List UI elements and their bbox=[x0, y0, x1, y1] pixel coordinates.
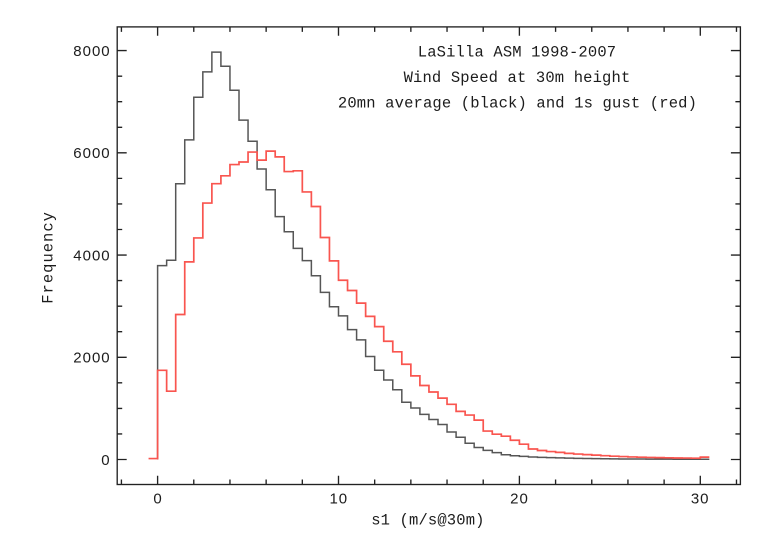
svg-text:4000: 4000 bbox=[73, 247, 110, 264]
svg-text:Wind Speed at 30m height: Wind Speed at 30m height bbox=[404, 69, 631, 87]
svg-text:0: 0 bbox=[153, 491, 162, 508]
svg-text:LaSilla ASM 1998-2007: LaSilla ASM 1998-2007 bbox=[418, 44, 616, 62]
svg-text:6000: 6000 bbox=[73, 145, 110, 162]
svg-text:Frequency: Frequency bbox=[40, 211, 58, 304]
svg-text:20: 20 bbox=[510, 491, 529, 508]
svg-text:s1 (m/s@30m): s1 (m/s@30m) bbox=[371, 512, 484, 530]
svg-text:20mn average (black) and 1s gu: 20mn average (black) and 1s gust (red) bbox=[338, 95, 697, 113]
svg-text:10: 10 bbox=[329, 491, 348, 508]
svg-text:30: 30 bbox=[691, 491, 710, 508]
svg-text:2000: 2000 bbox=[73, 350, 110, 367]
svg-text:8000: 8000 bbox=[73, 43, 110, 60]
svg-text:0: 0 bbox=[101, 452, 110, 469]
